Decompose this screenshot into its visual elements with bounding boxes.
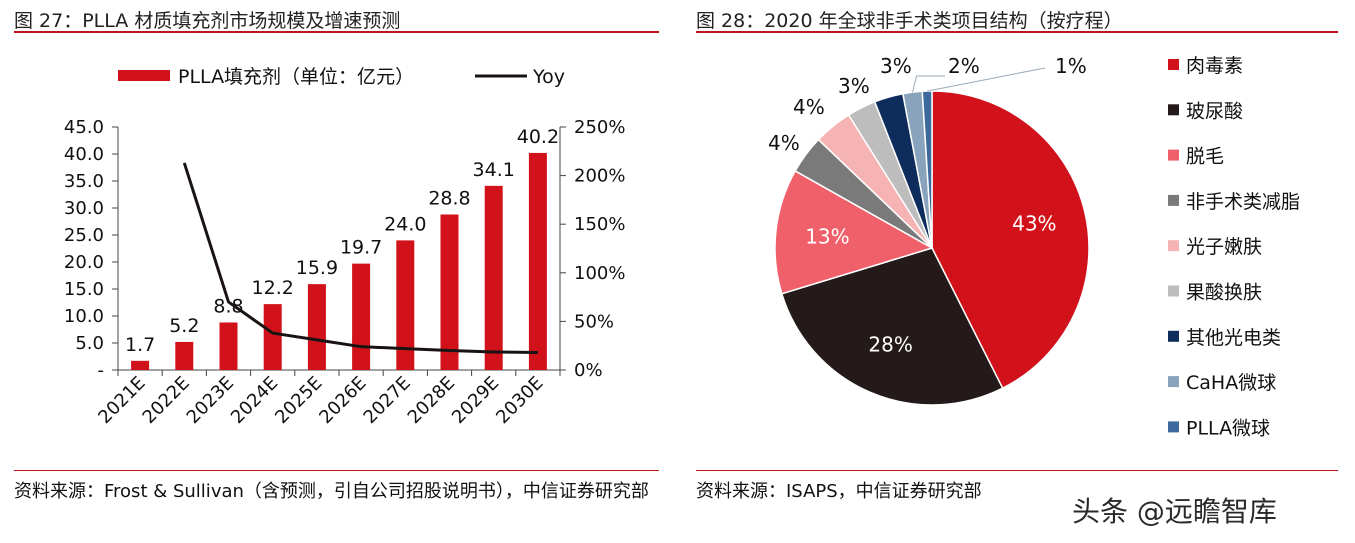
x-tick-label: 2022E	[139, 373, 194, 428]
right-figure-title: 图 28：2020 年全球非手术类项目结构（按疗程）	[696, 10, 1123, 32]
left-y-tick-label: 10.0	[64, 306, 104, 327]
bar-2023E	[219, 322, 238, 370]
legend-label-yoy: Yoy	[532, 66, 565, 88]
bar-value-label: 8.8	[213, 295, 243, 317]
left-y-tick-label: 45.0	[64, 117, 104, 138]
x-tick-label: 2023E	[183, 373, 238, 428]
left-source-rule	[14, 470, 659, 471]
right-y-tick-label: 100%	[574, 263, 625, 284]
left-y-tick-label: 40.0	[64, 144, 104, 165]
right-y-tick-label: 200%	[574, 166, 625, 187]
right-y-tick-label: 0%	[574, 360, 603, 381]
leader-line	[927, 67, 1046, 92]
watermark-text: 头条 @远瞻智库	[1072, 495, 1277, 528]
pie-slice-label: 13%	[805, 225, 849, 249]
plla-market-chart: PLLA填充剂（单位：亿元） Yoy - 5.0 10.0 15.0 20.0 25.0 30.…	[64, 66, 626, 428]
bar-value-label: 5.2	[169, 315, 199, 337]
x-tick-label: 2029E	[448, 373, 503, 428]
left-figure-title: 图 27：PLLA 材质填充剂市场规模及增速预测	[14, 10, 401, 32]
x-tick-label: 2025E	[271, 373, 326, 428]
right-y-tick-label: 150%	[574, 214, 625, 235]
left-y-tick-label: 15.0	[64, 279, 104, 300]
left-y-tick-label: 5.0	[75, 333, 104, 354]
x-tick-label: 2024E	[227, 373, 282, 428]
pie-slice-脱毛	[774, 169, 934, 295]
legend-swatch-肉毒素	[1168, 59, 1179, 70]
left-y-tick-label: 35.0	[64, 171, 104, 192]
bar-value-label: 15.9	[296, 257, 338, 279]
legend-label: 光子嫩肤	[1186, 236, 1262, 258]
pie-slice-label: 43%	[1012, 212, 1056, 236]
legend-label: PLLA微球	[1186, 417, 1270, 439]
left-title-rule	[14, 31, 659, 33]
bar-2028E	[440, 214, 459, 370]
legend-swatch-CaHA微球	[1168, 376, 1179, 388]
bar-value-label: 40.2	[517, 126, 559, 148]
legend-label: 果酸换肤	[1186, 282, 1262, 304]
right-y-tick-label: 50%	[574, 311, 614, 332]
x-tick-label: 2027E	[360, 373, 415, 428]
legend-label: 其他光电类	[1186, 327, 1281, 349]
left-y-tick-label: 25.0	[64, 225, 104, 246]
bar-2026E	[352, 263, 371, 370]
bar-value-label: 1.7	[125, 334, 155, 356]
pie-outside-label: 3%	[880, 54, 912, 78]
pie-slice-PLLA微球	[921, 90, 933, 249]
legend-swatch-果酸换肤	[1168, 285, 1179, 297]
legend-swatch-玻尿酸	[1168, 104, 1179, 116]
right-title-rule	[696, 31, 1338, 33]
pie-outside-label: 1%	[1055, 54, 1087, 78]
pie-outside-label: 4%	[793, 95, 825, 119]
x-tick-label: 2030E	[492, 373, 547, 428]
left-figure-source: 资料来源：Frost & Sullivan（含预测，引自公司招股说明书），中信证…	[14, 481, 649, 502]
right-source-rule	[696, 470, 1338, 471]
pie-slice-label: 28%	[868, 333, 912, 357]
legend-label: 肉毒素	[1186, 55, 1243, 77]
bar-2025E	[307, 284, 326, 370]
leader-line	[912, 75, 945, 93]
bar-value-label: 24.0	[384, 213, 426, 235]
legend-label: 玻尿酸	[1186, 100, 1243, 122]
pie-slice-玻尿酸	[780, 247, 1004, 406]
x-tick-label: 2028E	[404, 373, 459, 428]
legend-swatch-PLLA微球	[1168, 421, 1179, 433]
legend-label: 非手术类减脂	[1186, 191, 1300, 213]
x-tick-label: 2026E	[315, 373, 370, 428]
pie-slice-肉毒素	[931, 90, 1090, 390]
pie-outside-label: 4%	[768, 131, 800, 155]
legend-label-plla: PLLA填充剂（单位：亿元）	[178, 66, 414, 88]
left-y-tick-label: 30.0	[64, 198, 104, 219]
bar-value-label: 28.8	[428, 187, 470, 209]
right-figure-source: 资料来源：ISAPS，中信证券研究部	[696, 481, 982, 502]
bar-value-label: 19.7	[340, 237, 382, 259]
bar-value-label: 12.2	[252, 277, 294, 299]
bar-value-label: 34.1	[473, 159, 515, 181]
legend-swatch-plla	[118, 70, 170, 81]
bar-2027E	[396, 240, 415, 370]
legend-label: CaHA微球	[1186, 372, 1276, 394]
bar-2029E	[484, 185, 503, 370]
bar-2030E	[528, 152, 547, 370]
legend-label: 脱毛	[1186, 146, 1224, 168]
left-y-tick-label: -	[98, 360, 105, 381]
left-y-tick-label: 20.0	[64, 252, 104, 273]
bar-2024E	[263, 304, 282, 370]
right-y-tick-label: 250%	[574, 117, 625, 138]
nonsurgical-structure-pie: 43% 28% 13% 4% 4% 3% 3% 2% 1% 肉毒素玻尿酸脱毛非手术类减脂光子嫩肤果…	[768, 54, 1300, 439]
legend-swatch-脱毛	[1168, 149, 1179, 161]
pie-outside-label: 3%	[838, 74, 870, 98]
bar-2021E	[131, 360, 150, 370]
legend-swatch-其他光电类	[1168, 330, 1179, 342]
pie-outside-label: 2%	[948, 54, 980, 78]
bar-2022E	[175, 341, 194, 370]
legend-swatch-非手术类减脂	[1168, 194, 1179, 206]
legend-swatch-光子嫩肤	[1168, 240, 1179, 252]
